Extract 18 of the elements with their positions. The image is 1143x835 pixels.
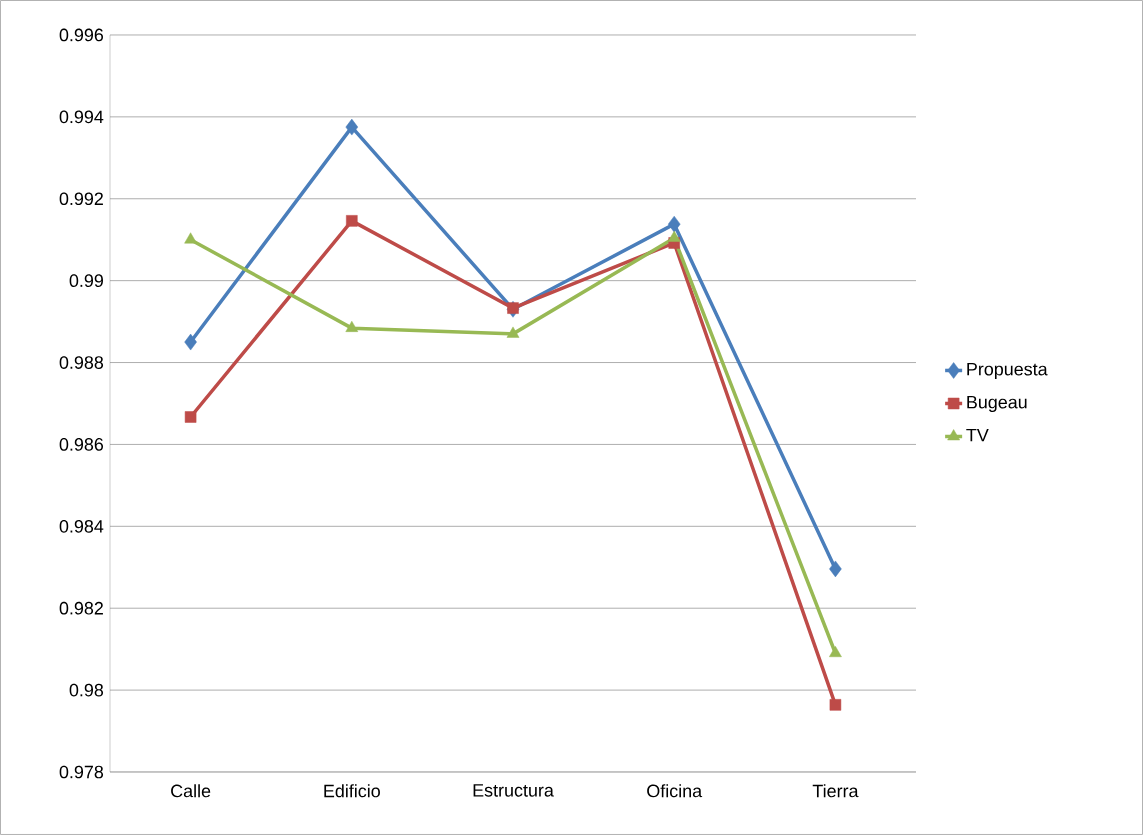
y-tick-label: 0.992: [59, 192, 103, 206]
x-tick-label: Tierra: [812, 784, 859, 798]
legend-label: Propuesta: [967, 362, 1048, 380]
y-tick-label: 0.994: [59, 110, 104, 124]
x-tick-label: Calle: [171, 784, 211, 798]
x-tick-label: Estructura: [473, 784, 554, 797]
y-tick-label: 0.978: [59, 765, 104, 779]
y-tick-label: 0.99: [69, 274, 103, 287]
y-tick-label: 0.98: [69, 683, 104, 697]
y-tick-label: 0.984: [59, 519, 104, 533]
legend-label: Bugeau: [967, 395, 1027, 413]
y-tick-label: 0.986: [59, 438, 104, 451]
y-tick-label: 0.982: [59, 601, 103, 615]
y-tick-label: 0.988: [59, 356, 104, 369]
legend-label: TV: [966, 428, 989, 442]
y-tick-label: 0.996: [59, 28, 104, 42]
x-tick-label: Edificio: [324, 784, 380, 798]
x-tick-label: Oficina: [647, 784, 703, 798]
